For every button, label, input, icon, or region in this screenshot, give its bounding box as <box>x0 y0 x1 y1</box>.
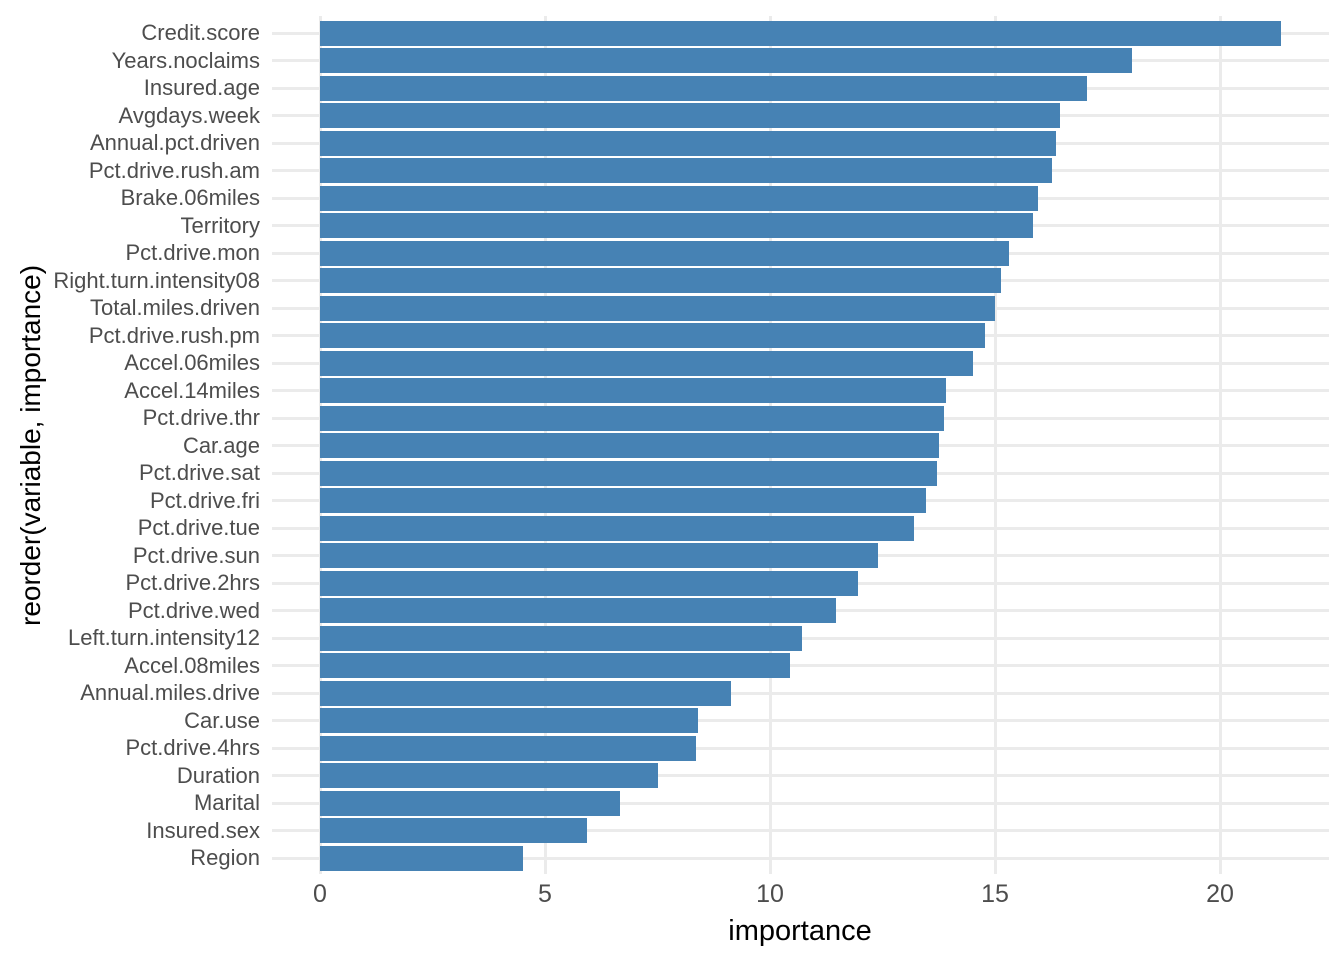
category-label: Credit.score <box>141 20 260 45</box>
category-label: Pct.drive.4hrs <box>125 735 261 760</box>
category-label: Avgdays.week <box>118 102 260 128</box>
bar-Right.turn.intensity08 <box>320 268 1001 293</box>
bar-Brake.06miles <box>320 185 1038 211</box>
y-gridline <box>272 664 1329 667</box>
category-label: Region <box>190 845 260 870</box>
category-label: Pct.drive.rush.am <box>88 157 260 183</box>
y-gridline <box>272 829 1329 832</box>
bar-Marital <box>320 790 621 816</box>
category-label: Insured.sex <box>146 817 260 843</box>
category-label: Accel.06miles <box>124 350 260 375</box>
category-label: Right.turn.intensity08 <box>53 267 260 293</box>
category-label: Marital <box>193 790 260 815</box>
y-gridline <box>272 801 1329 805</box>
bar-Accel.14miles <box>320 378 946 403</box>
bar-Pct.drive.mon <box>320 240 1009 266</box>
category-label: Years.noclaims <box>111 47 260 73</box>
category-label: Left.turn.intensity12 <box>67 625 260 650</box>
bar-Annual.pct.driven <box>320 130 1056 156</box>
category-label: Pct.drive.wed <box>127 597 260 623</box>
bar-Accel.06miles <box>320 350 973 376</box>
bar-Years.noclaims <box>320 48 1133 73</box>
y-gridline <box>272 719 1329 722</box>
bar-Car.age <box>320 433 940 458</box>
x-axis-title: importance <box>728 915 872 947</box>
bar-Pct.drive.wed <box>320 598 837 623</box>
bar-Pct.drive.fri <box>320 488 927 513</box>
category-label: Brake.06miles <box>120 185 260 210</box>
bar-Region <box>320 845 523 871</box>
category-label: Pct.drive.mon <box>125 240 261 265</box>
x-tick-label: 15 <box>981 880 1009 908</box>
category-label: Duration <box>176 762 260 788</box>
bar-Pct.drive.4hrs <box>320 735 697 761</box>
y-gridline <box>272 856 1329 860</box>
category-label: Pct.drive.fri <box>149 487 260 513</box>
category-label: Pct.drive.sun <box>132 542 260 568</box>
category-label: Car.age <box>182 432 260 458</box>
category-label: Insured.age <box>143 75 260 100</box>
bar-Pct.drive.tue <box>320 515 915 541</box>
bar-Territory <box>320 213 1034 238</box>
category-label: Territory <box>180 212 260 238</box>
bar-Avgdays.week <box>320 103 1061 128</box>
category-label: Accel.14miles <box>124 377 260 403</box>
y-gridline <box>272 746 1329 750</box>
x-tick-label: 5 <box>538 880 552 908</box>
category-label: Annual.pct.driven <box>90 130 260 155</box>
bar-Car.use <box>320 708 699 733</box>
bar-Pct.drive.thr <box>320 405 944 431</box>
bar-Insured.age <box>320 75 1088 101</box>
category-label: Annual.miles.drive <box>80 680 260 705</box>
bar-Pct.drive.rush.am <box>320 158 1053 183</box>
bar-Total.miles.driven <box>320 295 995 321</box>
category-label: Pct.drive.rush.pm <box>88 322 260 348</box>
plot-panel <box>272 16 1329 874</box>
bar-Annual.miles.drive <box>320 680 732 706</box>
bar-Pct.drive.sat <box>320 460 937 486</box>
category-label: Accel.08miles <box>124 652 260 678</box>
category-label: Pct.drive.tue <box>137 515 260 540</box>
bar-Pct.drive.2hrs <box>320 570 859 596</box>
bar-Left.turn.intensity12 <box>320 625 802 651</box>
x-tick-label: 20 <box>1206 880 1234 908</box>
category-label: Total.miles.driven <box>90 295 260 320</box>
y-gridline <box>272 691 1329 695</box>
category-label: Car.use <box>184 707 260 733</box>
category-label: Pct.drive.2hrs <box>125 570 261 595</box>
x-tick-label: 0 <box>313 880 327 908</box>
bar-Credit.score <box>320 20 1281 46</box>
y-gridline <box>272 774 1329 777</box>
bar-Duration <box>320 763 658 788</box>
category-label: Pct.drive.sat <box>138 460 260 485</box>
bar-Accel.08miles <box>320 653 790 678</box>
bar-Pct.drive.rush.pm <box>320 323 985 348</box>
bar-Pct.drive.sun <box>320 543 878 568</box>
bar-Insured.sex <box>320 818 587 843</box>
category-label: Pct.drive.thr <box>142 405 260 430</box>
x-tick-label: 10 <box>756 880 784 908</box>
